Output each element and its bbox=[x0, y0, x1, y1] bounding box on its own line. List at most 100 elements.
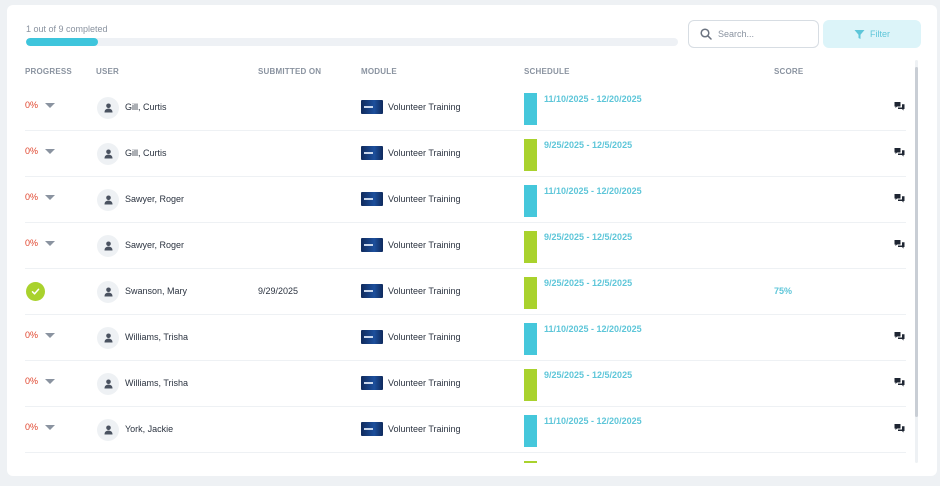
module-thumbnail bbox=[361, 100, 383, 114]
progress-value: 0% bbox=[25, 146, 39, 156]
progress-dropdown[interactable]: 0% bbox=[25, 376, 56, 386]
user-avatar-icon bbox=[97, 373, 119, 395]
user-name[interactable]: Williams, Trisha bbox=[125, 378, 189, 388]
schedule-range[interactable]: 11/10/2025 - 12/20/2025 bbox=[544, 416, 642, 426]
chevron-down-icon bbox=[45, 332, 56, 338]
module-name[interactable]: Volunteer Training bbox=[388, 148, 461, 158]
module-name[interactable]: Volunteer Training bbox=[388, 332, 461, 342]
filter-icon bbox=[854, 29, 865, 39]
comments-icon[interactable] bbox=[894, 147, 905, 158]
chevron-down-icon bbox=[45, 148, 56, 154]
table-row[interactable]: 0% Sawyer, Roger Volunteer Training 11/1… bbox=[25, 177, 906, 223]
module-thumbnail bbox=[361, 330, 383, 344]
comments-icon[interactable] bbox=[894, 239, 905, 250]
schedule-color-bar bbox=[524, 415, 537, 447]
user-name[interactable]: Sawyer, Roger bbox=[125, 194, 185, 204]
table-row[interactable]: 0% York, Jackie Volunteer Training 11/10… bbox=[25, 407, 906, 453]
column-header-progress[interactable]: PROGRESS bbox=[25, 67, 72, 76]
schedule-range[interactable]: 9/25/2025 - 12/5/2025 bbox=[544, 370, 633, 380]
search-icon bbox=[700, 28, 712, 40]
chevron-down-icon bbox=[45, 424, 56, 430]
schedule-color-bar bbox=[524, 185, 537, 217]
module-thumbnail bbox=[361, 146, 383, 160]
completion-summary: 1 out of 9 completed bbox=[26, 24, 108, 34]
progress-dropdown[interactable]: 0% bbox=[25, 100, 56, 110]
scrollbar-thumb[interactable] bbox=[915, 67, 918, 417]
schedule-color-bar bbox=[524, 323, 537, 355]
module-name[interactable]: Volunteer Training bbox=[388, 286, 461, 296]
table-row[interactable]: 0% Williams, Trisha Volunteer Training 1… bbox=[25, 315, 906, 361]
module-name[interactable]: Volunteer Training bbox=[388, 424, 461, 434]
table-row[interactable]: 0% Sawyer, Roger Volunteer Training 9/25… bbox=[25, 223, 906, 269]
module-thumbnail bbox=[361, 284, 383, 298]
schedule-range[interactable]: 9/25/2025 - 12/5/2025 bbox=[544, 232, 633, 242]
user-avatar-icon bbox=[97, 97, 119, 119]
schedule-range[interactable]: 9/25/2025 - 12/5/2025 bbox=[544, 462, 632, 463]
completion-progress-fill bbox=[26, 38, 99, 46]
progress-value: 0% bbox=[25, 192, 39, 202]
progress-dropdown[interactable]: 0% bbox=[25, 238, 56, 248]
schedule-range[interactable]: 11/10/2025 - 12/20/2025 bbox=[544, 94, 642, 104]
user-avatar-icon bbox=[97, 143, 119, 165]
progress-dropdown[interactable]: 0% bbox=[25, 422, 56, 432]
assignments-table: 0% Gill, Curtis Volunteer Training 11/10… bbox=[7, 85, 912, 463]
schedule-range[interactable]: 9/25/2025 - 12/5/2025 bbox=[544, 278, 633, 288]
filter-button-label: Filter bbox=[870, 29, 890, 39]
chevron-down-icon bbox=[45, 102, 56, 108]
progress-value: 0% bbox=[25, 376, 39, 386]
schedule-color-bar bbox=[524, 369, 537, 401]
completed-check-icon bbox=[26, 282, 45, 301]
submitted-date: 9/29/2025 bbox=[258, 286, 299, 296]
progress-dropdown[interactable]: 0% bbox=[25, 146, 56, 156]
chevron-down-icon bbox=[45, 240, 56, 246]
user-avatar-icon bbox=[97, 281, 119, 303]
schedule-color-bar bbox=[524, 93, 537, 125]
schedule-color-bar bbox=[524, 277, 537, 309]
column-header-module[interactable]: MODULE bbox=[361, 67, 397, 76]
comments-icon[interactable] bbox=[894, 193, 905, 204]
user-name[interactable]: Gill, Curtis bbox=[125, 102, 167, 112]
user-avatar-icon bbox=[97, 327, 119, 349]
score-value: 75% bbox=[774, 286, 793, 296]
module-name[interactable]: Volunteer Training bbox=[388, 378, 461, 388]
user-name[interactable]: Williams, Trisha bbox=[125, 332, 189, 342]
schedule-range[interactable]: 11/10/2025 - 12/20/2025 bbox=[544, 324, 642, 334]
column-header-user[interactable]: USER bbox=[96, 67, 120, 76]
user-name[interactable]: Gill, Curtis bbox=[125, 148, 167, 158]
table-row[interactable]: Swanson, Mary 9/29/2025 Volunteer Trainin… bbox=[25, 269, 906, 315]
module-name[interactable]: Volunteer Training bbox=[388, 240, 461, 250]
user-name[interactable]: Swanson, Mary bbox=[125, 286, 188, 296]
search-input[interactable] bbox=[718, 29, 818, 39]
table-row[interactable]: 9/25/2025 - 12/5/2025 bbox=[25, 453, 906, 463]
filter-button[interactable]: Filter bbox=[823, 20, 921, 48]
comments-icon[interactable] bbox=[894, 423, 905, 434]
module-thumbnail bbox=[361, 376, 383, 390]
table-row[interactable]: 0% Gill, Curtis Volunteer Training 11/10… bbox=[25, 85, 906, 131]
search-box[interactable] bbox=[688, 20, 819, 48]
progress-value: 0% bbox=[25, 100, 39, 110]
schedule-range[interactable]: 11/10/2025 - 12/20/2025 bbox=[544, 186, 642, 196]
chevron-down-icon bbox=[45, 378, 56, 384]
schedule-range[interactable]: 9/25/2025 - 12/5/2025 bbox=[544, 140, 633, 150]
progress-dropdown[interactable]: 0% bbox=[25, 192, 56, 202]
comments-icon[interactable] bbox=[894, 331, 905, 342]
chevron-down-icon bbox=[45, 194, 56, 200]
user-name[interactable]: York, Jackie bbox=[125, 424, 174, 434]
user-avatar-icon bbox=[97, 235, 119, 257]
progress-dropdown[interactable]: 0% bbox=[25, 330, 56, 340]
schedule-color-bar bbox=[524, 461, 537, 463]
module-name[interactable]: Volunteer Training bbox=[388, 194, 461, 204]
progress-value: 0% bbox=[25, 330, 39, 340]
column-header-score[interactable]: SCORE bbox=[774, 67, 804, 76]
column-header-submitted-on[interactable]: SUBMITTED ON bbox=[258, 67, 322, 76]
comments-icon[interactable] bbox=[894, 101, 905, 112]
module-name[interactable]: Volunteer Training bbox=[388, 102, 461, 112]
comments-icon[interactable] bbox=[894, 377, 905, 388]
column-header-schedule[interactable]: SCHEDULE bbox=[524, 67, 570, 76]
table-row[interactable]: 0% Gill, Curtis Volunteer Training 9/25/… bbox=[25, 131, 906, 177]
schedule-color-bar bbox=[524, 231, 537, 263]
module-thumbnail bbox=[361, 192, 383, 206]
user-name[interactable]: Sawyer, Roger bbox=[125, 240, 185, 250]
table-row[interactable]: 0% Williams, Trisha Volunteer Training 9… bbox=[25, 361, 906, 407]
progress-value: 0% bbox=[25, 238, 39, 248]
